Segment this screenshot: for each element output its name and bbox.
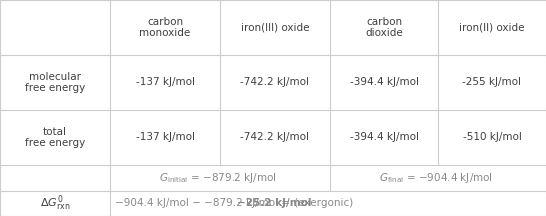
Text: -137 kJ/mol: -137 kJ/mol: [135, 132, 194, 142]
Text: iron(II) oxide: iron(II) oxide: [459, 22, 525, 32]
Text: -394.4 kJ/mol: -394.4 kJ/mol: [349, 77, 418, 87]
Text: carbon
dioxide: carbon dioxide: [365, 17, 403, 38]
Text: -742.2 kJ/mol: -742.2 kJ/mol: [240, 77, 310, 87]
Text: iron(III) oxide: iron(III) oxide: [241, 22, 309, 32]
Text: total
free energy: total free energy: [25, 127, 85, 148]
Text: -742.2 kJ/mol: -742.2 kJ/mol: [240, 132, 310, 142]
Text: -137 kJ/mol: -137 kJ/mol: [135, 77, 194, 87]
Text: -255 kJ/mol: -255 kJ/mol: [462, 77, 521, 87]
Text: $G_{\mathrm{initial}}$ = −879.2 kJ/mol: $G_{\mathrm{initial}}$ = −879.2 kJ/mol: [159, 171, 277, 185]
Text: $\Delta G^0_{\mathrm{rxn}}$: $\Delta G^0_{\mathrm{rxn}}$: [40, 194, 70, 213]
Text: $G_{\mathrm{final}}$ = −904.4 kJ/mol: $G_{\mathrm{final}}$ = −904.4 kJ/mol: [379, 171, 493, 185]
Text: −904.4 kJ/mol − −879.2 kJ/mol =: −904.4 kJ/mol − −879.2 kJ/mol =: [115, 198, 293, 208]
Text: carbon
monoxide: carbon monoxide: [139, 17, 191, 38]
Text: (exergonic): (exergonic): [290, 198, 353, 208]
Text: molecular
free energy: molecular free energy: [25, 72, 85, 93]
Text: -510 kJ/mol: -510 kJ/mol: [462, 132, 521, 142]
Text: -394.4 kJ/mol: -394.4 kJ/mol: [349, 132, 418, 142]
Text: −25.2 kJ/mol: −25.2 kJ/mol: [236, 198, 311, 208]
